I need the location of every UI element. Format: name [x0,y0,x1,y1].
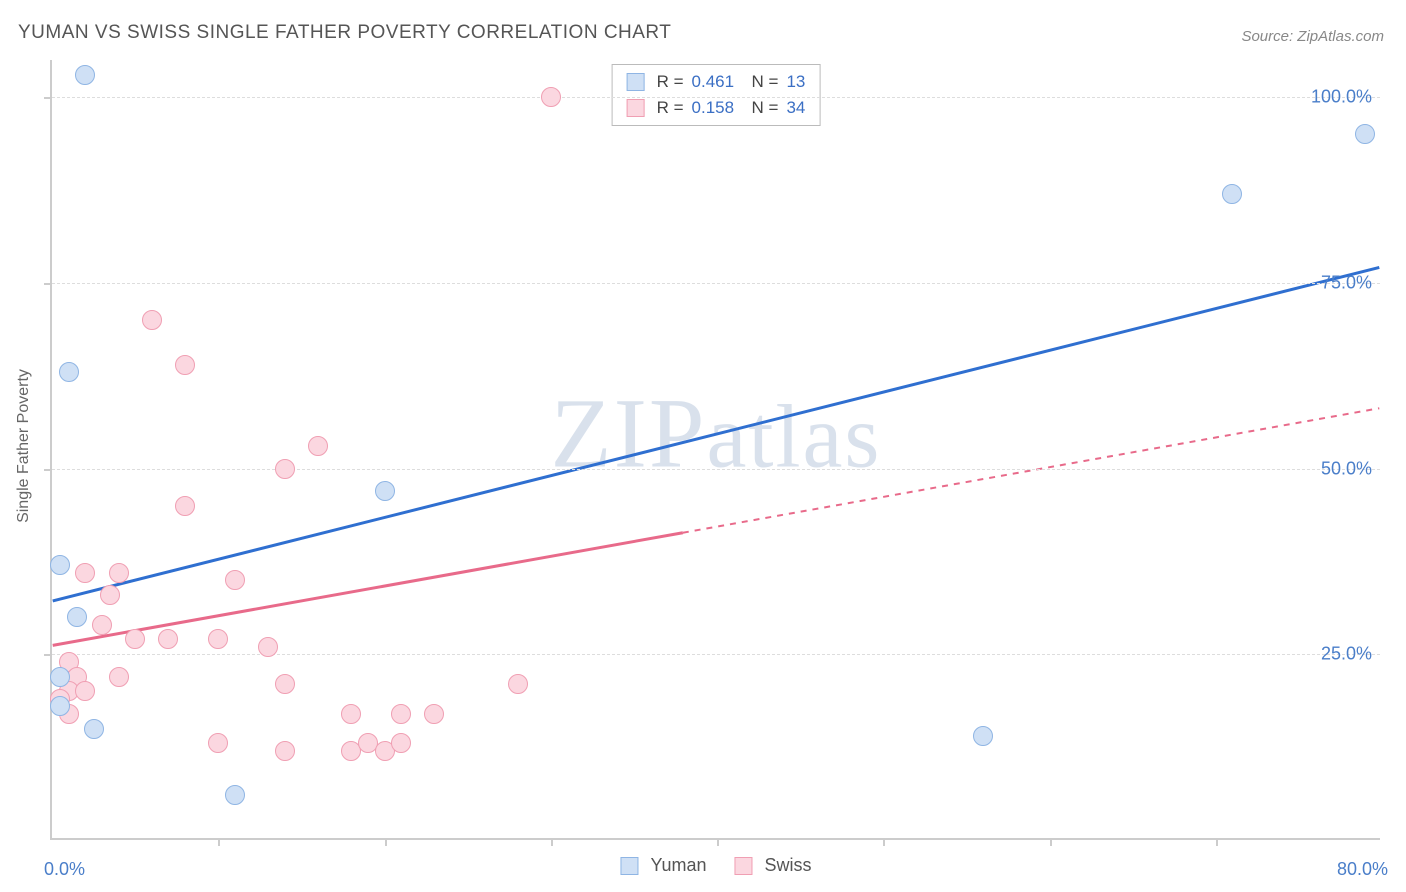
scatter-point-swiss [109,563,129,583]
plot-area: ZIPatlas R = 0.461 N = 13 R = 0.158 N = … [50,60,1380,840]
scatter-point-swiss [92,615,112,635]
y-tick-label: 50.0% [1321,458,1372,479]
scatter-point-yuman [1222,184,1242,204]
scatter-point-swiss [125,629,145,649]
x-axis-max-label: 80.0% [1337,859,1388,880]
scatter-point-swiss [391,704,411,724]
legend-series: Yuman Swiss [620,855,811,876]
legend-swatch-swiss-bottom [735,857,753,875]
scatter-point-swiss [109,667,129,687]
x-tick [218,838,220,846]
scatter-point-swiss [75,681,95,701]
grid-line [52,97,1380,98]
y-tick-label: 100.0% [1311,87,1372,108]
watermark: ZIPatlas [551,376,882,491]
legend-label-swiss: Swiss [765,855,812,876]
scatter-point-yuman [84,719,104,739]
scatter-point-swiss [275,459,295,479]
trend-lines [52,60,1380,838]
legend-row-swiss: R = 0.158 N = 34 [627,95,806,121]
y-tick-label: 75.0% [1321,272,1372,293]
scatter-point-swiss [175,355,195,375]
scatter-point-swiss [541,87,561,107]
scatter-point-swiss [275,674,295,694]
scatter-point-yuman [75,65,95,85]
n-value-yuman: 13 [786,69,805,95]
legend-swatch-yuman-bottom [620,857,638,875]
scatter-point-swiss [225,570,245,590]
scatter-point-yuman [50,696,70,716]
x-tick [1050,838,1052,846]
scatter-point-swiss [308,436,328,456]
x-tick [1216,838,1218,846]
scatter-point-swiss [75,563,95,583]
scatter-point-swiss [341,704,361,724]
x-tick [883,838,885,846]
scatter-point-yuman [225,785,245,805]
scatter-point-swiss [158,629,178,649]
scatter-point-yuman [50,667,70,687]
legend-row-yuman: R = 0.461 N = 13 [627,69,806,95]
grid-line [52,283,1380,284]
scatter-point-swiss [208,629,228,649]
trend-line-dashed-swiss [683,408,1379,532]
scatter-point-yuman [973,726,993,746]
scatter-point-swiss [275,741,295,761]
grid-line [52,654,1380,655]
scatter-point-swiss [391,733,411,753]
trend-line-swiss [53,533,683,646]
x-tick [551,838,553,846]
y-axis-label: Single Father Poverty [15,369,33,523]
scatter-point-yuman [50,555,70,575]
scatter-point-swiss [424,704,444,724]
x-tick [717,838,719,846]
scatter-point-swiss [258,637,278,657]
legend-swatch-swiss [627,99,645,117]
grid-line [52,469,1380,470]
r-value-swiss: 0.158 [692,95,735,121]
scatter-point-swiss [208,733,228,753]
source-attribution: Source: ZipAtlas.com [1241,28,1384,45]
legend-swatch-yuman [627,73,645,91]
scatter-point-swiss [142,310,162,330]
x-axis-min-label: 0.0% [44,859,85,880]
chart-title: YUMAN VS SWISS SINGLE FATHER POVERTY COR… [18,22,671,44]
scatter-point-swiss [175,496,195,516]
scatter-point-yuman [67,607,87,627]
x-tick [385,838,387,846]
chart-container: YUMAN VS SWISS SINGLE FATHER POVERTY COR… [0,0,1406,892]
scatter-point-swiss [508,674,528,694]
trend-line-yuman [53,267,1380,600]
r-value-yuman: 0.461 [692,69,735,95]
scatter-point-yuman [375,481,395,501]
legend-item-swiss: Swiss [735,855,812,876]
legend-item-yuman: Yuman [620,855,706,876]
y-tick-label: 25.0% [1321,644,1372,665]
scatter-point-swiss [100,585,120,605]
scatter-point-yuman [1355,124,1375,144]
n-value-swiss: 34 [786,95,805,121]
scatter-point-yuman [59,362,79,382]
legend-correlation: R = 0.461 N = 13 R = 0.158 N = 34 [612,64,821,126]
legend-label-yuman: Yuman [650,855,706,876]
